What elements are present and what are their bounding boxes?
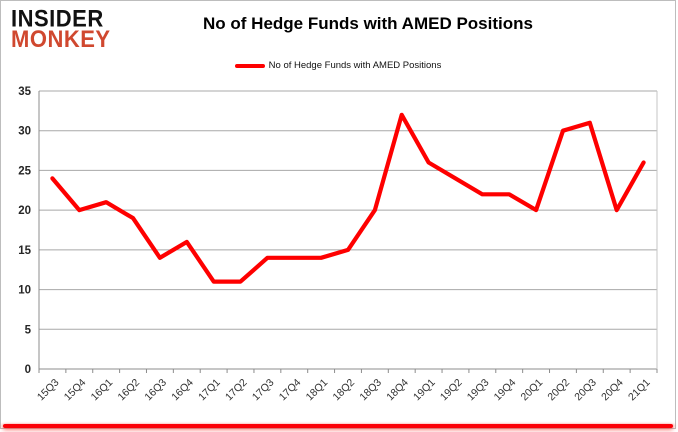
x-axis-tick-label: 15Q3 [35, 377, 62, 404]
x-axis-tick-label: 16Q3 [142, 377, 169, 404]
legend-line-swatch-icon [234, 63, 265, 68]
chart-legend: No of Hedge Funds with AMED Positions [1, 60, 675, 71]
y-axis-tick-label: 30 [18, 126, 31, 138]
x-axis-tick-label: 19Q4 [492, 377, 519, 404]
x-axis-tick-label: 18Q3 [357, 377, 384, 404]
y-axis-tick-label: 0 [25, 364, 31, 376]
y-axis-tick-label: 5 [25, 324, 32, 336]
x-axis-tick-label: 18Q1 [304, 377, 331, 404]
x-axis-tick-label: 20Q4 [599, 377, 626, 404]
x-axis-tick-label: 17Q4 [277, 377, 304, 404]
x-axis-tick-label: 20Q2 [545, 377, 572, 404]
chart-title: No of Hedge Funds with AMED Positions [203, 14, 533, 33]
x-axis-tick-label: 17Q1 [196, 377, 223, 404]
x-axis-tick-label: 19Q3 [465, 377, 492, 404]
x-axis-tick-label: 16Q1 [89, 377, 116, 404]
x-axis-tick-label: 19Q2 [438, 377, 465, 404]
card-bottom-red-bar [3, 424, 673, 428]
x-axis-tick-label: 19Q1 [411, 377, 438, 404]
x-axis-tick-label: 20Q3 [572, 377, 599, 404]
y-axis-tick-label: 20 [18, 205, 31, 217]
logo-text-monkey: MONKEY [11, 25, 111, 53]
logo-text-insider: INSIDER [11, 4, 104, 32]
x-axis-tick-label: 18Q2 [330, 377, 357, 404]
y-axis-tick-label: 10 [18, 285, 31, 297]
x-axis-tick-label: 18Q4 [384, 377, 411, 404]
x-axis-tick-label: 17Q2 [223, 377, 250, 404]
y-axis-tick-label: 25 [18, 165, 31, 177]
insider-monkey-logo: INSIDER MONKEY [11, 4, 111, 53]
legend-label: No of Hedge Funds with AMED Positions [268, 60, 442, 71]
series-line-hedge-funds [50, 112, 646, 284]
x-axis-tick-label: 16Q4 [169, 377, 196, 404]
y-axis-tick-label: 35 [18, 86, 31, 98]
x-axis-tick-label: 16Q2 [116, 377, 143, 404]
x-axis-tick-label: 17Q3 [250, 377, 277, 404]
x-axis-tick-label: 20Q1 [519, 377, 546, 404]
y-axis-tick-label: 15 [18, 245, 31, 257]
x-axis-tick-label: 15Q4 [62, 377, 89, 404]
x-axis-tick-label: 21Q1 [626, 377, 653, 404]
